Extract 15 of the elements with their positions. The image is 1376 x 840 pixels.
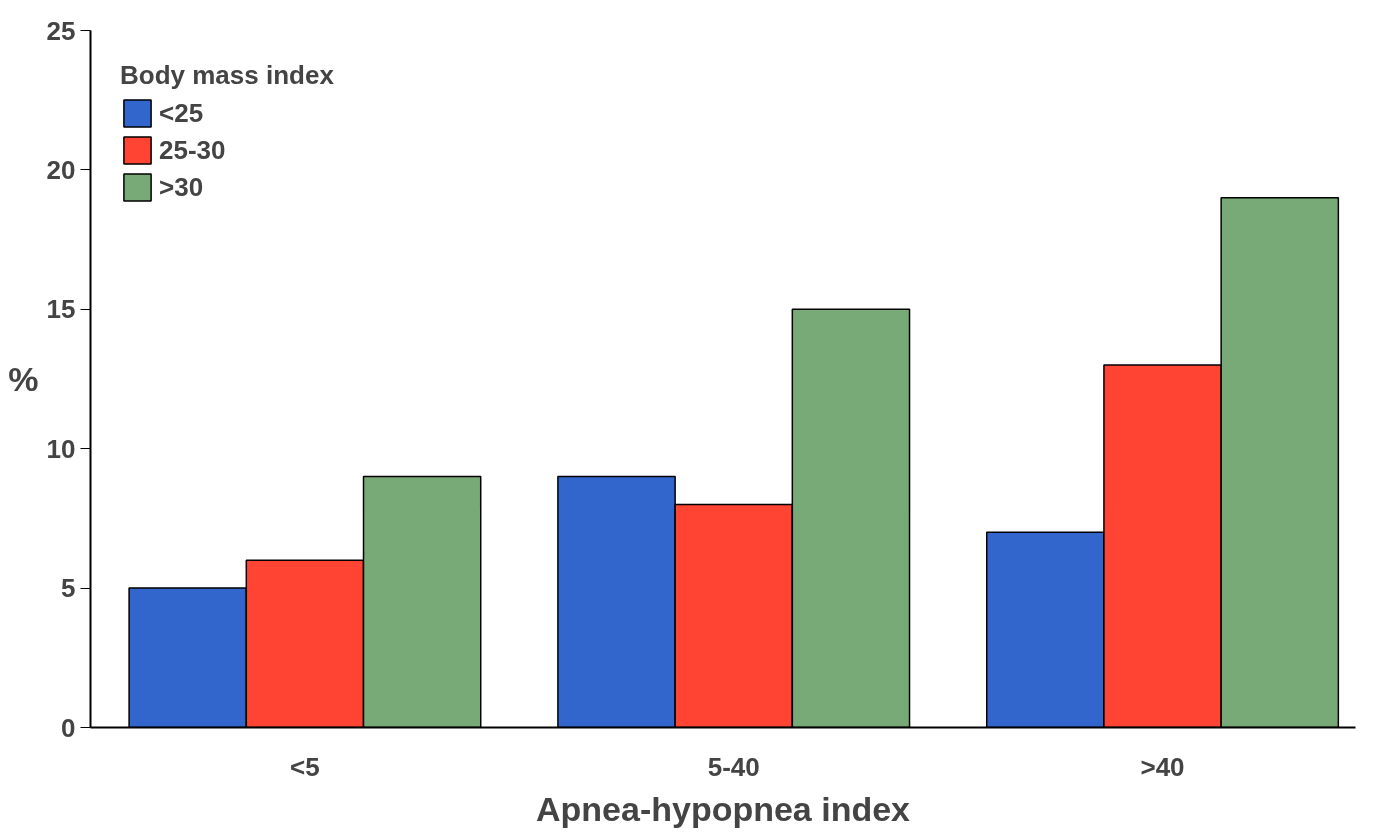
y-tick-label: 0: [61, 712, 76, 743]
x-axis-title: Apnea-hypopnea index: [535, 789, 911, 828]
x-tick-label: >40: [1140, 751, 1185, 782]
legend-label: >30: [159, 171, 204, 203]
legend-title: Body mass index: [120, 60, 334, 91]
y-tick-label: 10: [46, 433, 76, 464]
legend-label: 25-30: [159, 134, 226, 166]
y-tick-label: 25: [46, 15, 76, 46]
y-axis-title: %: [8, 360, 39, 398]
y-tick-label: 15: [46, 294, 76, 325]
y-tick-label: 5: [61, 573, 76, 604]
x-tick-label: 5-40: [707, 751, 760, 782]
x-tick-label: <5: [290, 751, 320, 782]
legend-label: <25: [159, 97, 204, 129]
y-tick-label: 20: [46, 154, 76, 185]
